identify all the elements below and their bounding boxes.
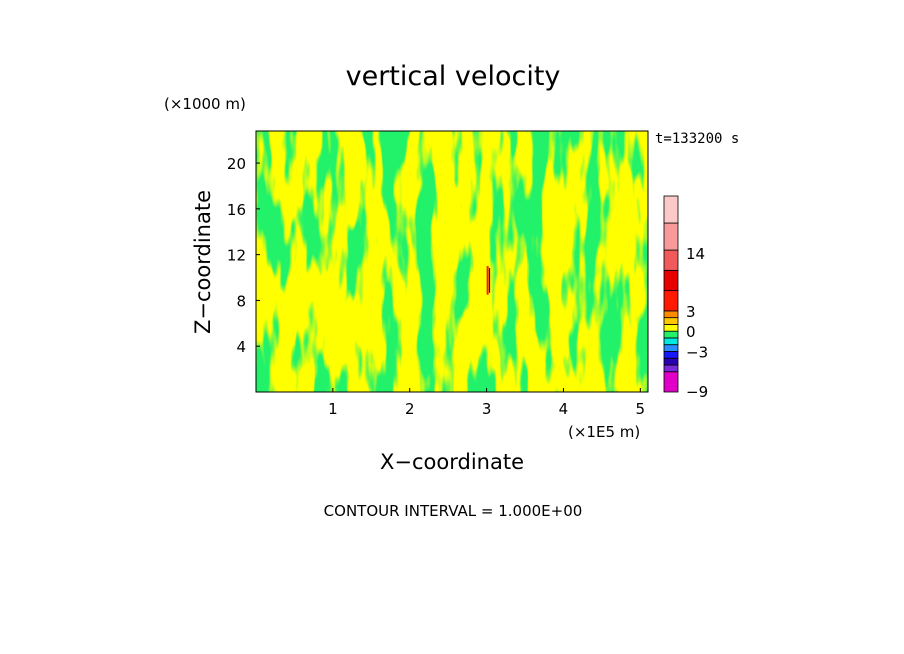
y-tick-label: 8 xyxy=(236,292,246,310)
velocity-field xyxy=(256,131,648,392)
x-axis-label: X−coordinate xyxy=(380,450,524,474)
y-tick-label: 4 xyxy=(236,338,246,356)
colorbar-band xyxy=(663,324,679,332)
time-label: t=133200 s xyxy=(655,131,739,147)
colorbar-tick-label: 3 xyxy=(686,303,696,321)
contour-interval-label: CONTOUR INTERVAL = 1.000E+00 xyxy=(324,502,583,520)
y-tick-label: 20 xyxy=(227,155,246,173)
updraft-core xyxy=(486,266,489,295)
y-unit-label: (×1000 m) xyxy=(164,95,246,113)
plot-frame xyxy=(255,130,649,393)
colorbar-tick-label: 14 xyxy=(686,245,705,263)
colorbar-band xyxy=(663,249,679,271)
colorbar-band xyxy=(663,351,679,359)
colorbar-band xyxy=(663,344,679,352)
y-tick-label: 12 xyxy=(227,247,246,265)
x-tick-label: 4 xyxy=(559,400,569,418)
colorbar xyxy=(663,195,679,393)
y-axis-label: Z−coordinate xyxy=(191,190,215,334)
x-tick-label: 1 xyxy=(328,400,338,418)
colorbar-tick-label: 0 xyxy=(686,323,696,341)
colorbar-band xyxy=(663,310,679,319)
colorbar-band xyxy=(663,222,679,251)
colorbar-band xyxy=(663,337,679,346)
colorbar-band xyxy=(663,357,679,366)
x-tick-label: 3 xyxy=(482,400,492,418)
x-tick-label: 5 xyxy=(636,400,646,418)
colorbar-band xyxy=(663,269,679,292)
x-axis: 1 2 3 4 5 xyxy=(328,388,645,418)
colorbar-labels: 14 3 0 −3 −9 xyxy=(686,245,708,401)
colorbar-band xyxy=(663,195,679,224)
colorbar-tick-label: −9 xyxy=(686,383,708,401)
y-axis: 4 8 12 16 20 xyxy=(227,155,260,356)
field-negative-streaks xyxy=(256,131,648,392)
colorbar-band xyxy=(663,290,679,312)
colorbar-tick-label: −3 xyxy=(686,343,708,361)
chart-title: vertical velocity xyxy=(346,61,561,92)
colorbar-band xyxy=(663,371,679,393)
downdraft-core xyxy=(488,268,491,293)
x-unit-label: (×1E5 m) xyxy=(568,423,640,441)
colorbar-band xyxy=(663,330,679,339)
x-tick-label: 2 xyxy=(405,400,415,418)
y-tick-label: 16 xyxy=(227,201,246,219)
colorbar-band xyxy=(663,317,679,325)
colorbar-band xyxy=(663,364,679,373)
